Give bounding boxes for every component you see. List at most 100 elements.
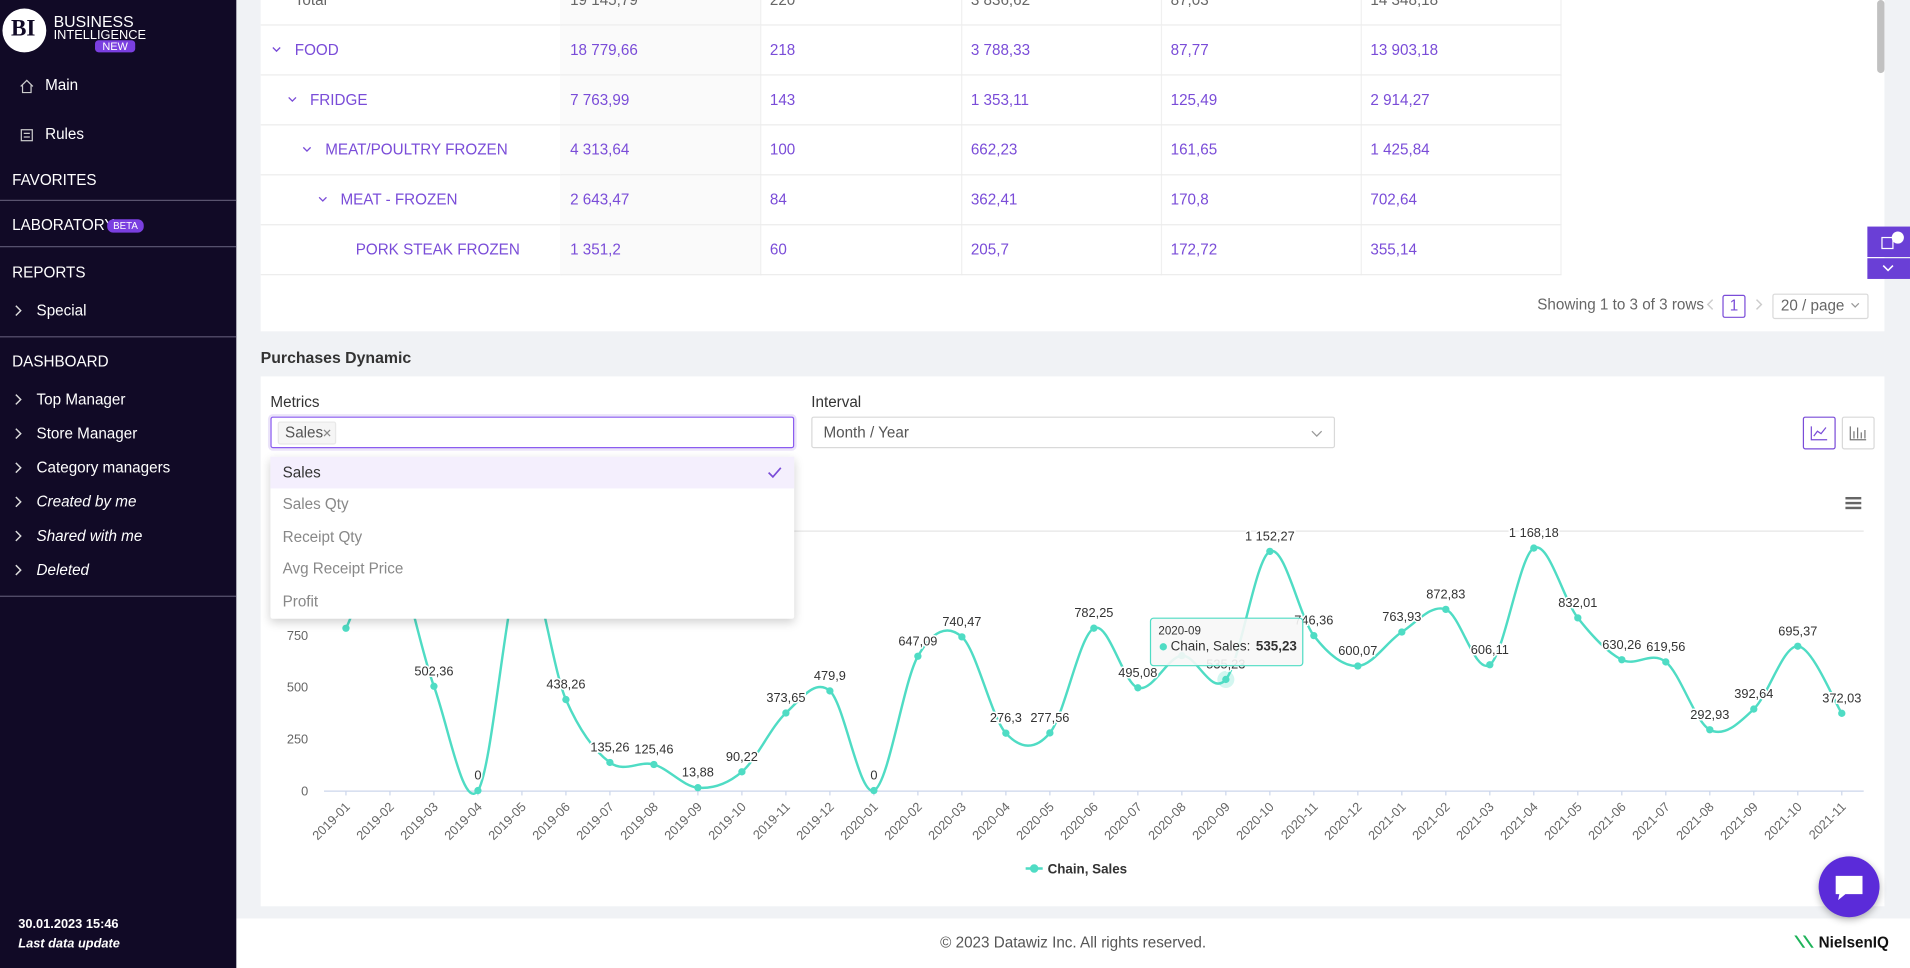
nav-item[interactable]: Rules <box>45 125 85 143</box>
dropdown-option[interactable]: Profit <box>270 585 794 617</box>
bar-view-button[interactable] <box>1841 416 1875 450</box>
page-size-select[interactable]: 20 / page <box>1772 293 1869 320</box>
data-label: 276,3 <box>990 710 1022 725</box>
x-tick-label: 2019-08 <box>617 799 661 843</box>
table-cell: 1 425,84 <box>1360 125 1562 176</box>
interval-select[interactable]: Month / Year <box>811 416 1336 449</box>
data-label: 479,9 <box>814 668 846 683</box>
dropdown-option[interactable]: Sales Qty <box>270 489 794 521</box>
check-icon <box>768 467 782 479</box>
data-label: 125,46 <box>634 742 673 757</box>
cell-text: 170,8 <box>1170 191 1209 209</box>
table-cell: 170,8 <box>1160 175 1362 226</box>
data-label: 292,93 <box>1690 707 1729 722</box>
data-label: 740,47 <box>942 614 981 629</box>
table-cell: 13 903,18 <box>1360 25 1562 76</box>
data-label: 90,22 <box>726 749 758 764</box>
point <box>1618 656 1626 664</box>
x-tick-label: 2020-08 <box>1145 799 1189 843</box>
cell-text: 355,14 <box>1370 241 1417 259</box>
cell-text: 1 353,11 <box>970 91 1029 109</box>
scrollbar[interactable] <box>1877 0 1885 74</box>
nielsen-logo-mark <box>1794 935 1814 948</box>
page-size: 20 / page <box>1780 297 1845 315</box>
cell-text[interactable]: FRIDGE <box>310 91 368 109</box>
nav-item[interactable]: Created by me <box>36 493 137 511</box>
table-cell: 60 <box>760 225 963 276</box>
table-cell: 662,23 <box>961 125 1163 176</box>
dropdown-option[interactable]: Sales <box>270 456 795 489</box>
table-cell: 7 763,99 <box>560 75 762 126</box>
cell-text: 3 836,62 <box>970 0 1031 9</box>
nav-item[interactable]: Store Manager <box>36 425 138 443</box>
beta-badge: BETA <box>107 219 144 233</box>
point <box>1398 628 1406 636</box>
data-label: 0 <box>474 768 481 783</box>
data-label: 438,26 <box>546 677 585 692</box>
x-tick-label: 2021-06 <box>1585 799 1629 843</box>
dropdown-option[interactable]: Receipt Qty <box>270 521 794 553</box>
cell-text: 4 313,64 <box>570 141 630 159</box>
chip-remove[interactable] <box>323 429 332 438</box>
section-heading[interactable]: LABORATORY <box>12 216 115 234</box>
x-tick-label: 2021-04 <box>1497 799 1541 843</box>
nav-item[interactable]: Special <box>36 302 87 320</box>
metrics-select[interactable]: Sales <box>270 416 795 449</box>
section-heading[interactable]: FAVORITES <box>12 171 97 189</box>
point <box>958 633 966 641</box>
data-label: 782,25 <box>1074 605 1113 620</box>
cell-text: 87,03 <box>1170 0 1209 9</box>
compare-icon <box>1881 231 1904 250</box>
data-label: 619,56 <box>1646 639 1685 654</box>
x-tick-label: 2019-09 <box>661 799 705 843</box>
rules-icon <box>20 129 33 142</box>
x-tick-label: 2020-10 <box>1233 799 1277 843</box>
table-cell: 125,49 <box>1160 75 1362 126</box>
nav-item[interactable]: Top Manager <box>36 391 126 409</box>
legend-label: Chain, Sales <box>1048 861 1128 876</box>
point <box>650 760 658 769</box>
nav-item[interactable]: Main <box>45 76 79 94</box>
table-cell: 143 <box>760 75 963 126</box>
cell-text: 205,7 <box>970 241 1009 259</box>
point <box>430 682 438 690</box>
prev-page[interactable] <box>1703 296 1718 313</box>
cell-text[interactable]: FOOD <box>294 41 339 59</box>
tooltip: 2020-09 Chain, Sales: 535,23 <box>1149 617 1304 667</box>
cell-text: 172,72 <box>1170 241 1218 259</box>
page-number[interactable]: 1 <box>1722 294 1746 318</box>
x-tick-label: 2019-03 <box>397 799 441 843</box>
cell-text[interactable]: Total <box>294 0 327 9</box>
data-label: 392,64 <box>1734 686 1773 701</box>
table-cell: 218 <box>760 25 963 76</box>
menu-icon[interactable] <box>1845 496 1862 510</box>
table-cell: 1 353,11 <box>961 75 1163 126</box>
table-cell: 1 351,2 <box>560 225 762 276</box>
cell-text[interactable]: PORK STEAK FROZEN <box>355 241 520 259</box>
cell-text[interactable]: MEAT/POULTRY FROZEN <box>325 141 508 159</box>
cell-text: 161,65 <box>1170 141 1218 159</box>
chat-button[interactable] <box>1818 856 1880 918</box>
line-view-button[interactable] <box>1802 416 1836 450</box>
next-page[interactable] <box>1752 296 1767 313</box>
x-tick-label: 2020-01 <box>837 799 881 843</box>
cell-text: 3 788,33 <box>970 41 1031 59</box>
compare-tab[interactable] <box>1867 226 1910 258</box>
dropdown-option[interactable]: Avg Receipt Price <box>270 553 794 585</box>
collapse-tab[interactable] <box>1867 258 1910 279</box>
nav-item[interactable]: Category managers <box>36 459 171 477</box>
x-tick-label: 2019-12 <box>793 799 837 843</box>
point <box>1090 624 1098 632</box>
cell-text[interactable]: MEAT - FROZEN <box>340 191 458 209</box>
metrics-chip[interactable]: Sales <box>277 421 337 445</box>
x-tick-label: 2020-07 <box>1101 799 1145 843</box>
nav-item[interactable]: Shared with me <box>36 527 143 545</box>
nav-item[interactable]: Deleted <box>36 561 90 579</box>
data-label: 13,88 <box>682 765 714 780</box>
x-tick-label: 2019-01 <box>309 799 353 843</box>
point <box>1046 729 1054 737</box>
cell-text: 2 643,47 <box>570 191 630 209</box>
table-cell: 14 348,18 <box>1360 0 1562 26</box>
x-tick-label: 2021-09 <box>1717 799 1761 843</box>
